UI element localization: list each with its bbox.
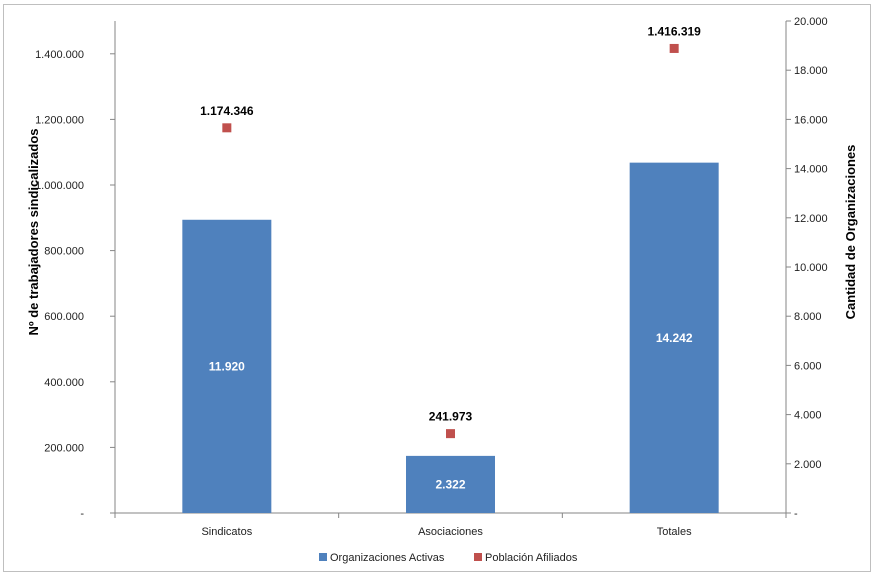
legend-label-organizaciones: Organizaciones Activas (330, 552, 445, 564)
x-category-label: Asociaciones (418, 526, 483, 538)
legend-swatch-poblacion (474, 553, 482, 561)
right-tick-label: 20.000 (794, 16, 828, 28)
x-category-label: Totales (657, 526, 692, 538)
right-tick-label: 14.000 (794, 164, 828, 176)
point-value-label: 1.416.319 (647, 24, 701, 38)
legend: Organizaciones Activas Población Afiliad… (319, 552, 578, 564)
left-axis-title: Nº de trabajadores sindicalizados (26, 128, 41, 335)
bar (182, 219, 272, 513)
point (669, 43, 679, 53)
left-tick-label: 800.000 (44, 246, 84, 258)
point-series: 1.174.346 241.973 1.416.319 (200, 24, 701, 439)
point-value-label: 1.174.346 (200, 104, 254, 118)
bar-value-label: 2.322 (435, 477, 465, 491)
right-tick-label: 12.000 (794, 213, 828, 225)
bar-series: 11.920 2.322 14.242 (182, 162, 719, 514)
right-tick-label: 18.000 (794, 65, 828, 77)
x-category-label: Sindicatos (201, 526, 252, 538)
left-tick-label: 1.200.000 (35, 114, 84, 126)
right-tick-label: 4.000 (794, 410, 822, 422)
x-tick-group: Sindicatos Asociaciones Totales (114, 513, 787, 538)
point (222, 123, 232, 133)
right-tick-label: 2.000 (794, 459, 822, 471)
right-axis-title: Cantidad de Organizaciones (843, 145, 858, 320)
left-tick-label: 200.000 (44, 442, 84, 454)
left-tick-label: 400.000 (44, 377, 84, 389)
legend-swatch-organizaciones (319, 553, 327, 561)
legend-label-poblacion: Población Afiliados (485, 552, 578, 564)
right-tick-label: 6.000 (794, 360, 822, 372)
left-tick-label: 1.000.000 (35, 180, 84, 192)
right-tick-label: - (794, 508, 798, 520)
left-tick-label: 1.400.000 (35, 49, 84, 61)
left-tick-label: - (80, 508, 84, 520)
right-tick-label: 8.000 (794, 311, 822, 323)
left-tick-label: 600.000 (44, 311, 84, 323)
point-value-label: 241.973 (429, 410, 473, 424)
right-tick-label: 10.000 (794, 262, 828, 274)
bar (629, 162, 719, 514)
bar-value-label: 11.920 (209, 359, 245, 373)
point (446, 429, 455, 439)
right-tick-label: 16.000 (794, 114, 828, 126)
bar-value-label: 14.242 (656, 331, 693, 345)
bar (406, 455, 495, 513)
right-tick-group: - 2.000 4.000 6.000 8.000 10.000 12.000 14.000 1… (786, 16, 828, 520)
left-tick-group: - 200.000 400.000 600.000 800.000 1.000.000 1.… (35, 49, 115, 520)
